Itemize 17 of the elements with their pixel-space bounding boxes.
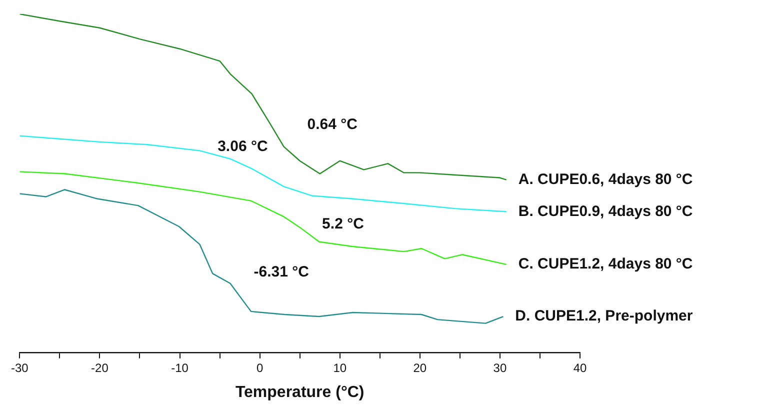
x-tick-label: 20	[413, 360, 427, 375]
x-tick-label: 30	[493, 360, 507, 375]
x-tick-label: 0	[256, 360, 264, 375]
x-tick-label: 40	[573, 360, 587, 375]
series-label: B. CUPE0.9, 4days 80 °C	[518, 202, 693, 220]
series-label: D. CUPE1.2, Pre-polymer	[515, 308, 693, 325]
annotation: 5.2 °C	[322, 216, 364, 233]
x-tick-label: -30	[11, 360, 29, 375]
x-axis-title: Temperature (°C)	[235, 384, 364, 401]
x-tick-label: -10	[171, 360, 189, 375]
annotation: 0.64 °C	[307, 116, 358, 133]
series-label: C. CUPE1.2, 4days 80 °C	[518, 256, 693, 273]
annotation: -6.31 °C	[254, 263, 310, 280]
annotation: 3.06 °C	[218, 138, 268, 155]
x-tick-label: -20	[91, 360, 109, 375]
series-label: A. CUPE0.6, 4days 80 °C	[518, 170, 693, 188]
x-tick-label: 10	[333, 360, 347, 375]
